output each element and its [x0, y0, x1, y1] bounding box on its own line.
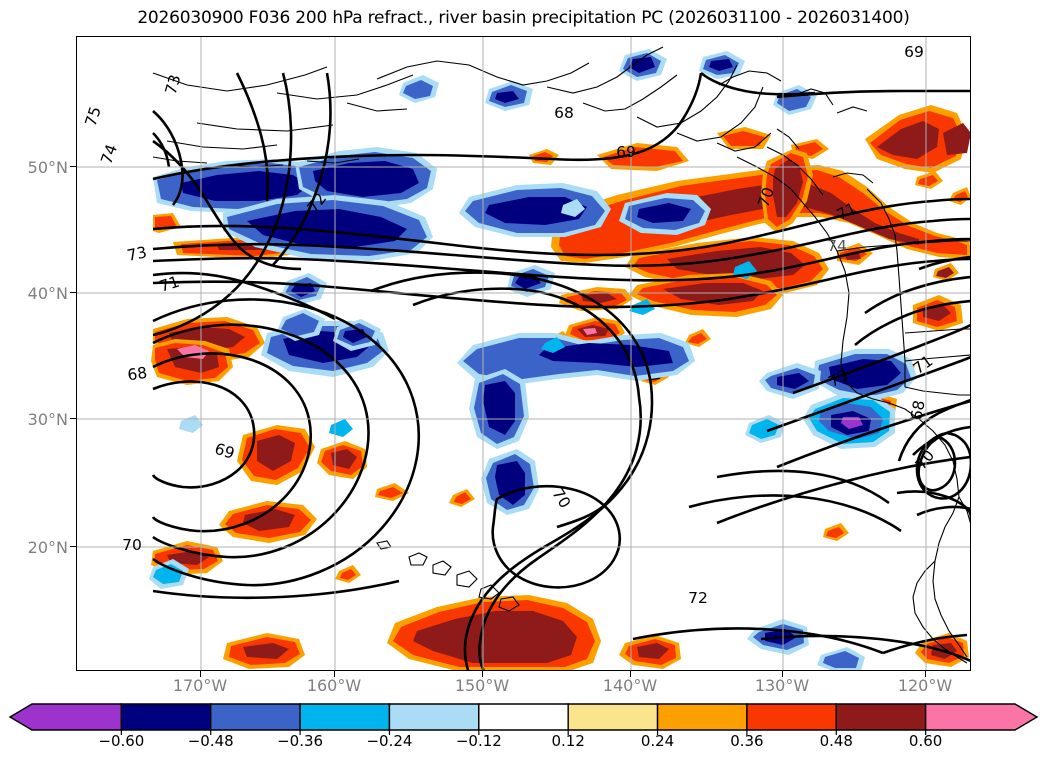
colorbar-tick-label: −0.36	[277, 732, 324, 750]
colorbar-tick-label: −0.48	[187, 732, 234, 750]
map-canvas: 75 74 73 72 68 69 70 71 74 69 73 71 68 6…	[77, 37, 970, 670]
svg-text:69: 69	[616, 143, 636, 161]
page-title: 2026030900 F036 200 hPa refract., river …	[137, 8, 910, 28]
colorbar-band	[299, 703, 391, 731]
colorbar-band	[478, 703, 569, 731]
colorbar-tick-label: 0.24	[640, 732, 675, 750]
lon-tick	[200, 671, 202, 677]
lon-tick	[630, 671, 632, 677]
lat-tick-label: 50°N	[27, 158, 68, 177]
contour-label: 69	[904, 43, 924, 61]
svg-text:72: 72	[688, 589, 708, 607]
contour-label: 73	[162, 73, 185, 97]
svg-text:70: 70	[754, 185, 778, 210]
svg-text:70: 70	[122, 536, 142, 554]
colorbar-svg	[8, 703, 1039, 735]
lon-tick-label: 150°W	[454, 676, 510, 695]
svg-text:69: 69	[904, 43, 924, 61]
svg-text:75: 75	[82, 104, 105, 128]
svg-text:68: 68	[126, 364, 148, 385]
svg-text:73: 73	[162, 73, 185, 97]
contour-label: 69	[616, 143, 636, 161]
contour-label: 68	[126, 364, 148, 385]
colorbar-tick-label: −0.24	[366, 732, 413, 750]
contour-label: 69	[212, 440, 236, 463]
plot-frame: 75 74 73 72 68 69 70 71 74 69 73 71 68 6…	[76, 36, 971, 671]
colorbar-band	[120, 703, 212, 731]
colorbar-band	[656, 703, 748, 731]
lon-tick-label: 160°W	[306, 676, 362, 695]
contour-label: 73	[125, 243, 148, 265]
contour-label: 70	[754, 185, 778, 210]
contour-label: 68	[907, 399, 928, 422]
contour-label: 74	[97, 142, 121, 167]
map-plot-area: 75 74 73 72 68 69 70 71 74 69 73 71 68 6…	[76, 36, 971, 671]
colorbar-tick-label: 0.60	[908, 732, 943, 750]
lat-tick	[70, 166, 76, 168]
contour-label: 72	[688, 589, 708, 607]
lat-tick	[70, 292, 76, 294]
contour-label: 68	[554, 104, 574, 122]
contour-label: 71	[157, 273, 181, 296]
lat-tick-label: 30°N	[27, 410, 68, 429]
shaded-positive-regions	[151, 105, 970, 670]
colorbar: −0.60 −0.48 −0.36 −0.24 −0.12 0.12 0.24 0.36 0.4…	[0, 700, 1047, 762]
lon-tick-label: 120°W	[897, 676, 953, 695]
lon-tick-label: 130°W	[754, 676, 810, 695]
colorbar-band	[835, 703, 927, 731]
lon-tick	[782, 671, 784, 677]
svg-text:71: 71	[157, 273, 181, 296]
contour-label: 70	[122, 536, 142, 554]
colorbar-tick-label: 0.12	[551, 732, 585, 750]
lon-tick	[925, 671, 927, 677]
colorbar-band	[924, 703, 1039, 731]
svg-text:74: 74	[97, 142, 121, 167]
lat-tick	[70, 546, 76, 548]
svg-text:68: 68	[554, 104, 574, 122]
svg-text:69: 69	[212, 440, 236, 463]
lon-tick	[482, 671, 484, 677]
colorbar-bands	[8, 703, 1039, 731]
colorbar-ticks	[120, 730, 927, 735]
svg-text:74: 74	[827, 237, 847, 255]
colorbar-tick-label: 0.36	[730, 732, 764, 750]
colorbar-band	[8, 703, 123, 731]
lon-tick-label: 170°W	[172, 676, 228, 695]
colorbar-tick-label: −0.60	[98, 732, 145, 750]
colorbar-band	[567, 703, 659, 731]
lon-tick	[334, 671, 336, 677]
svg-text:68: 68	[907, 399, 928, 422]
lon-tick-label: 140°W	[602, 676, 658, 695]
colorbar-tick-label: 0.48	[819, 732, 853, 750]
shaded-negative-regions	[149, 49, 917, 670]
colorbar-band	[746, 703, 837, 731]
contour-label: 75	[82, 104, 105, 128]
lat-tick	[70, 418, 76, 420]
contour-label: 74	[827, 237, 847, 255]
svg-text:73: 73	[125, 243, 148, 265]
lat-tick-label: 40°N	[27, 284, 68, 303]
colorbar-band	[210, 703, 301, 731]
contour-lines	[151, 71, 970, 670]
gridlines	[77, 37, 970, 670]
colorbar-band	[388, 703, 480, 731]
lat-tick-label: 20°N	[27, 538, 68, 557]
colorbar-tick-label: −0.12	[455, 732, 502, 750]
